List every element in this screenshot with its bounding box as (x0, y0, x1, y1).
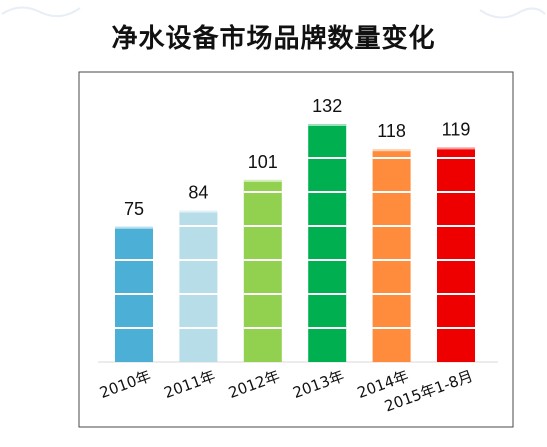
bar-separator (308, 293, 347, 295)
bar-separator (372, 225, 411, 227)
bar-separator (308, 327, 347, 329)
background-watermark (1, 6, 546, 19)
category-label: 2011年 (162, 367, 218, 402)
bar-separator (372, 259, 411, 261)
bar-separator (243, 191, 282, 193)
bar-separator (437, 327, 475, 329)
bar-separator (437, 259, 475, 261)
bar-2013年 (308, 124, 347, 362)
bar-separator (179, 225, 218, 227)
bar-top-edge (243, 179, 282, 182)
bar-separator (115, 327, 153, 329)
bar-2011年 (179, 210, 218, 362)
bar-separator (243, 225, 282, 227)
data-label: 84 (188, 183, 208, 203)
bar-separator (372, 327, 411, 329)
bar-2012年 (243, 179, 282, 362)
bars-group (98, 124, 498, 363)
bar-separator (372, 293, 411, 295)
bar-top-edge (308, 124, 347, 126)
plot-frame (78, 71, 514, 428)
bar-separator (308, 259, 347, 261)
data-label: 118 (377, 121, 406, 141)
bar-separator (372, 191, 411, 193)
data-label: 132 (312, 96, 342, 116)
category-label: 2010年 (97, 367, 153, 402)
bar-separator (243, 327, 282, 329)
category-label: 2013年 (290, 367, 346, 402)
bar-separator (437, 225, 475, 227)
chart-title: 净水设备市场品牌数量变化 (111, 24, 436, 54)
bar-2014年 (372, 149, 411, 362)
category-label: 2012年 (226, 367, 282, 402)
bar-top-edge (437, 147, 475, 150)
data-label: 119 (442, 119, 471, 139)
bar-separator (115, 293, 153, 295)
bar-separator (437, 191, 475, 193)
value-labels-group: 75 84 101 132 118 119 (124, 96, 470, 219)
bar-separator (437, 293, 475, 295)
bar-separator (308, 225, 347, 227)
bar-separator (308, 157, 347, 159)
bar-top-edge (179, 210, 218, 213)
bar-top-edge (115, 226, 153, 229)
data-label: 75 (124, 199, 144, 219)
bar-separator (179, 293, 218, 295)
bar-separator (372, 157, 411, 159)
bar-separator (179, 259, 218, 261)
bar-separator (179, 327, 218, 329)
bar-separator (115, 259, 153, 261)
bar-top-edge (372, 149, 411, 152)
bar-separator (308, 191, 347, 193)
bar-separator (243, 259, 282, 261)
data-label: 101 (248, 152, 278, 172)
bar-separator (243, 293, 282, 295)
bar-2015年1-8月 (437, 147, 475, 362)
bar-separator (437, 157, 475, 159)
